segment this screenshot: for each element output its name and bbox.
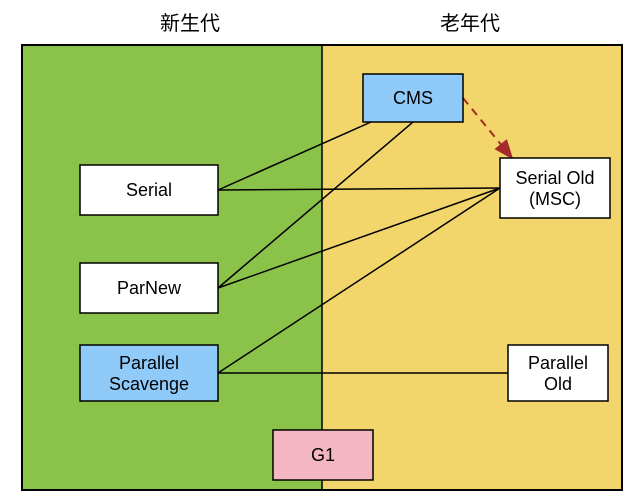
old-gen-header: 老年代 <box>440 12 500 35</box>
node-serialold-label1: Serial Old <box>515 168 594 188</box>
node-serial-label: Serial <box>126 180 172 200</box>
node-parnew: ParNew <box>80 263 218 313</box>
gc-diagram: 新生代 老年代 CMS Serial Serial Old(MSC) ParNew Para… <box>0 0 639 500</box>
node-g1-label: G1 <box>311 445 335 465</box>
node-parold-label2: Old <box>544 374 572 394</box>
node-parscav: ParallelScavenge <box>80 345 218 401</box>
node-parscav-label1: Parallel <box>119 353 179 373</box>
node-parold: ParallelOld <box>508 345 608 401</box>
node-serialold-label2: (MSC) <box>529 189 581 209</box>
young-gen-header: 新生代 <box>160 12 220 35</box>
node-cms: CMS <box>363 74 463 122</box>
node-parscav-label2: Scavenge <box>109 374 189 394</box>
node-parold-label1: Parallel <box>528 353 588 373</box>
node-g1: G1 <box>273 430 373 480</box>
node-cms-label: CMS <box>393 88 433 108</box>
node-serial: Serial <box>80 165 218 215</box>
node-parnew-label: ParNew <box>117 278 182 298</box>
node-serialold: Serial Old(MSC) <box>500 158 610 218</box>
